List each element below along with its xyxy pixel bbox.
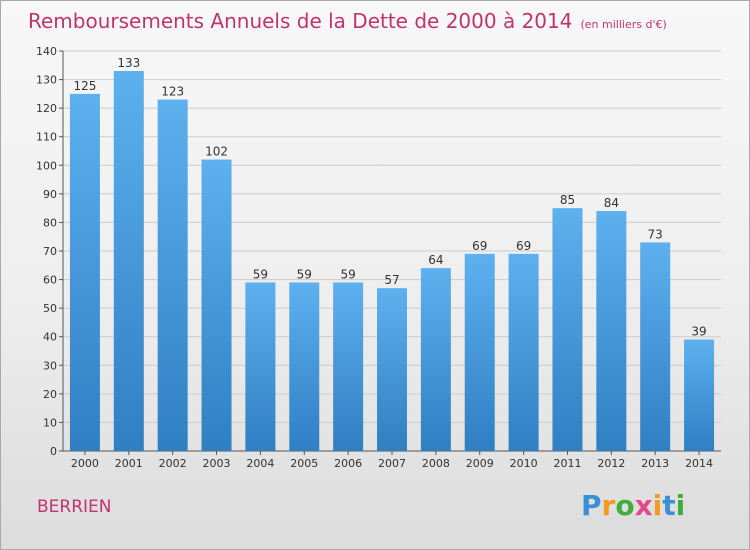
bar-2010 (508, 253, 539, 451)
y-tick-label: 110 (36, 131, 57, 144)
bars (69, 71, 715, 452)
y-tick-label: 140 (36, 45, 57, 58)
bar-2000 (69, 93, 100, 451)
y-tick-label: 10 (43, 416, 57, 429)
bar-2009 (464, 253, 495, 451)
y-tick-label: 40 (43, 331, 57, 344)
y-tick-label: 80 (43, 216, 57, 229)
x-tick-label: 2009 (466, 457, 494, 470)
data-label: 84 (604, 196, 619, 210)
bar-2005 (289, 282, 320, 451)
y-tick-label: 90 (43, 188, 57, 201)
x-tick-label: 2007 (378, 457, 406, 470)
bar-2011 (552, 208, 583, 451)
bar-2008 (420, 268, 451, 451)
y-tick-label: 130 (36, 74, 57, 87)
data-label: 123 (161, 85, 184, 99)
bar-2007 (377, 288, 407, 451)
commune-name: BERRIEN (37, 497, 112, 517)
bar-2003 (201, 159, 232, 452)
y-tick-label: 60 (43, 274, 57, 287)
data-label: 85 (560, 193, 575, 207)
x-tick-label: 2012 (597, 457, 625, 470)
logo-letter: i (652, 489, 663, 522)
x-tick-label: 2001 (115, 457, 143, 470)
bar-2002 (157, 99, 188, 452)
logo-letter: t (662, 489, 676, 522)
x-tick-label: 2014 (685, 457, 713, 470)
data-label: 59 (253, 267, 268, 281)
data-label: 59 (340, 267, 355, 281)
y-tick-label: 120 (36, 102, 57, 115)
y-tick-label: 0 (50, 445, 57, 458)
data-label: 73 (648, 227, 663, 241)
data-label: 64 (428, 253, 443, 267)
chart-subtitle: (en milliers d'€) (580, 18, 667, 31)
x-tick-label: 2003 (203, 457, 231, 470)
chart-title: Remboursements Annuels de la Dette de 20… (28, 9, 667, 33)
bar-2001 (113, 71, 144, 451)
data-label: 133 (117, 56, 140, 70)
y-tick-label: 100 (36, 159, 57, 172)
data-label: 102 (205, 145, 228, 159)
bar-2004 (245, 282, 276, 451)
bar-2006 (333, 282, 364, 451)
data-label: 39 (691, 325, 706, 339)
logo-letter: i (675, 489, 686, 522)
data-label: 59 (297, 267, 312, 281)
x-tick-label: 2008 (422, 457, 450, 470)
bar-2014 (684, 339, 715, 451)
y-tick-label: 70 (43, 245, 57, 258)
x-tick-label: 2005 (290, 457, 318, 470)
logo-letter: x (634, 489, 653, 522)
bar-2013 (640, 242, 671, 451)
y-tick-label: 20 (43, 388, 57, 401)
x-tick-label: 2010 (510, 457, 538, 470)
chart-title-text: Remboursements Annuels de la Dette de 20… (28, 9, 573, 33)
x-tick-label: 2004 (246, 457, 274, 470)
logo-letter: P (581, 489, 602, 522)
x-tick-label: 2011 (553, 457, 581, 470)
proxiti-logo: Proxiti (581, 489, 685, 522)
labels: 0 10 20 30 40 50 60 70 80 90 100 110 120 130 140 2000 12… (36, 45, 713, 470)
data-label: 69 (472, 239, 487, 253)
logo-letter: r (601, 489, 616, 522)
data-label: 57 (384, 273, 399, 287)
bar-2012 (596, 211, 627, 451)
y-tick-label: 30 (43, 359, 57, 372)
data-label: 69 (516, 239, 531, 253)
y-tick-label: 50 (43, 302, 57, 315)
x-tick-label: 2002 (159, 457, 187, 470)
x-tick-label: 2000 (71, 457, 99, 470)
logo-letter: o (615, 489, 635, 522)
data-label: 125 (73, 79, 96, 93)
x-tick-label: 2006 (334, 457, 362, 470)
x-tick-label: 2013 (641, 457, 669, 470)
